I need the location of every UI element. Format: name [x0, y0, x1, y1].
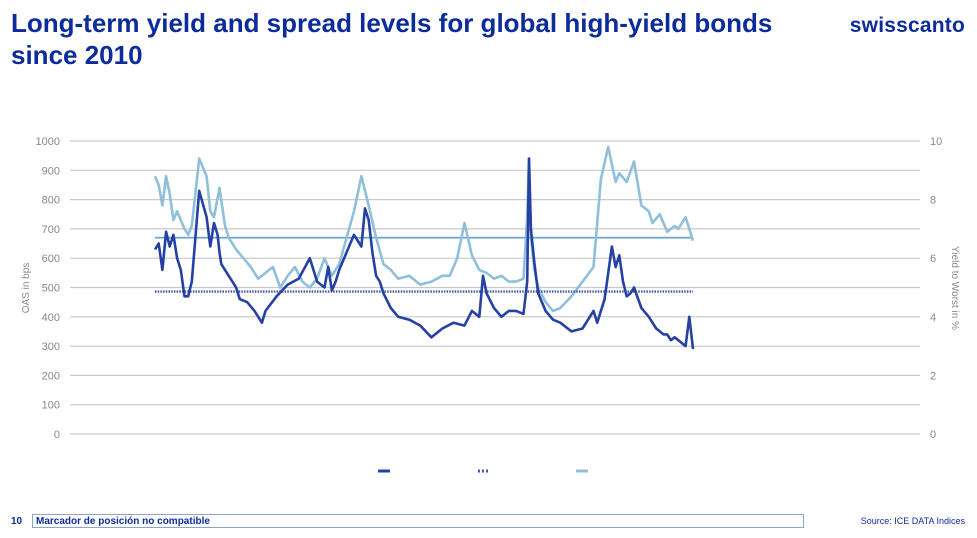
right-axis-ticks: 0 2 4 6 8 10	[930, 136, 942, 441]
right-tick-label: 2	[930, 370, 936, 382]
left-axis-ticks: 0 100 200 300 400 500 600 700 800 900 1000	[36, 136, 60, 441]
right-tick-label: 8	[930, 195, 936, 207]
page-number: 10	[11, 516, 23, 527]
page-title: Long-term yield and spread levels for gl…	[11, 8, 773, 70]
left-tick-label: 700	[42, 224, 60, 236]
left-tick-label: 500	[42, 283, 60, 295]
footer-placeholder: Marcador de posición no compatible	[32, 514, 804, 528]
left-tick-label: 800	[42, 195, 60, 207]
left-tick-label: 200	[42, 370, 60, 382]
left-axis-label: OAS in bps	[21, 263, 32, 314]
left-tick-label: 300	[42, 341, 60, 353]
right-tick-label: 0	[930, 429, 936, 441]
left-tick-label: 600	[42, 253, 60, 265]
left-tick-label: 400	[42, 312, 60, 324]
left-tick-label: 900	[42, 165, 60, 177]
right-axis-label: Yield to Worst in %	[949, 246, 960, 330]
series-line-oas	[153, 157, 695, 350]
left-tick-label: 1000	[36, 136, 60, 148]
left-tick-label: 0	[54, 429, 60, 441]
right-tick-label: 6	[930, 253, 936, 265]
left-tick-label: 100	[42, 400, 60, 412]
brand-logo: swisscanto	[849, 14, 965, 37]
series-line-ytw	[153, 145, 695, 313]
right-tick-label: 10	[930, 136, 942, 148]
right-tick-label: 4	[930, 312, 936, 324]
source-note: Source: ICE DATA Indices	[860, 516, 965, 526]
chart-series	[153, 145, 695, 350]
chart-grid	[70, 140, 920, 435]
